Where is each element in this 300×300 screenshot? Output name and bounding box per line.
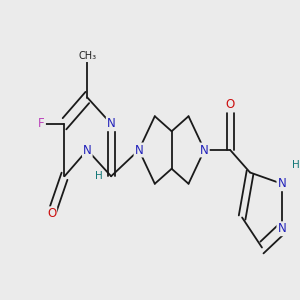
- Text: N: N: [278, 222, 286, 235]
- Text: F: F: [38, 117, 45, 130]
- Text: N: N: [107, 117, 116, 130]
- Text: H: H: [95, 171, 103, 181]
- Text: CH₃: CH₃: [78, 51, 96, 61]
- Text: O: O: [47, 207, 56, 220]
- Text: N: N: [134, 143, 143, 157]
- Text: N: N: [278, 177, 286, 190]
- Text: N: N: [83, 143, 92, 157]
- Text: H: H: [292, 160, 300, 170]
- Text: O: O: [226, 98, 235, 112]
- Text: N: N: [200, 143, 209, 157]
